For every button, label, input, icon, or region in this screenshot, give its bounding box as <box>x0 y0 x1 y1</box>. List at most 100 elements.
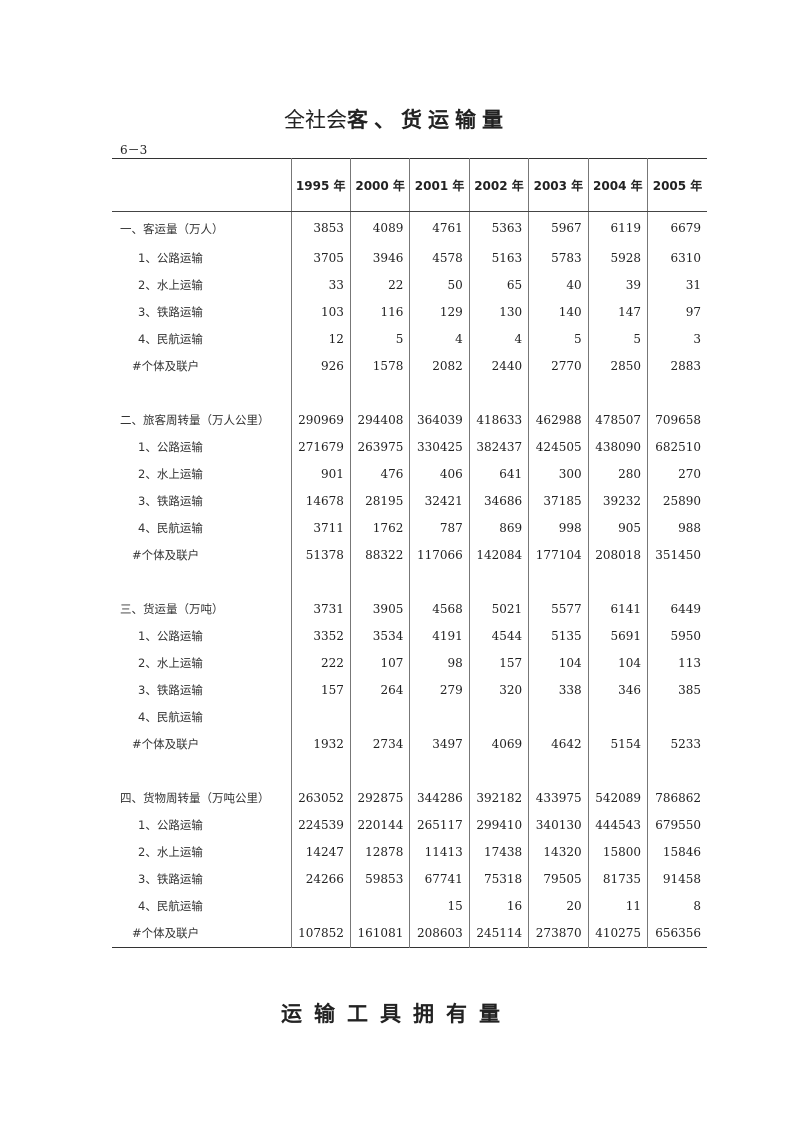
value-cell: 5 <box>528 325 589 353</box>
value-cell: 418633 <box>468 406 529 434</box>
value-cell: 5163 <box>468 244 529 272</box>
value-cell: 438090 <box>587 433 648 461</box>
value-cell: 265117 <box>409 811 470 839</box>
row-label: 4、民航运输 <box>138 710 203 724</box>
value-cell: 271679 <box>290 433 351 461</box>
value-cell: 6119 <box>587 211 648 245</box>
row-label: 1、公路运输 <box>138 818 203 832</box>
value-cell: 50 <box>409 271 470 299</box>
value-cell: 3731 <box>290 595 351 623</box>
value-cell: 81735 <box>587 865 648 893</box>
value-cell: 4578 <box>409 244 470 272</box>
table-row: 一、客运量（万人） 3853 4089 4761 5363 5967 6119 6679 <box>112 211 707 245</box>
value-cell: 787 <box>409 514 470 542</box>
value-cell: 300 <box>528 460 589 488</box>
row-label: 1、公路运输 <box>138 251 203 265</box>
spacer-row <box>112 379 707 407</box>
value-cell: 20 <box>528 892 589 920</box>
value-cell: 15800 <box>587 838 648 866</box>
table-row: 三、货运量（万吨） 3731 3905 4568 5021 5577 6141 6449 <box>112 595 707 623</box>
value-cell: 129 <box>409 298 470 326</box>
value-cell: 224539 <box>290 811 351 839</box>
table-row: 2、水上运输 901 476 406 641 300 280 270 <box>112 460 707 488</box>
row-label: 4、民航运输 <box>138 899 203 913</box>
row-label: 二、旅客周转量（万人公里） <box>120 413 270 427</box>
table-number: 6－3 <box>120 143 148 157</box>
value-cell: 1762 <box>349 514 410 542</box>
value-cell: 34686 <box>468 487 529 515</box>
value-cell: 3705 <box>290 244 351 272</box>
empty-cell <box>409 379 470 407</box>
row-label: 1、公路运输 <box>138 440 203 454</box>
value-cell: 478507 <box>587 406 648 434</box>
value-cell: 2770 <box>528 352 589 380</box>
value-cell: 1578 <box>349 352 410 380</box>
value-cell: 340130 <box>528 811 589 839</box>
title-part1: 全社会 <box>284 108 347 132</box>
value-cell: 5 <box>587 325 648 353</box>
table-row: 2、水上运输 14247 12878 11413 17438 14320 15800 1584… <box>112 838 707 866</box>
value-cell: 113 <box>647 649 707 677</box>
value-cell: 32421 <box>409 487 470 515</box>
value-cell: 264 <box>349 676 410 704</box>
value-cell: 6141 <box>587 595 648 623</box>
empty-cell <box>349 568 410 596</box>
value-cell: 6679 <box>647 211 707 245</box>
value-cell: 14320 <box>528 838 589 866</box>
value-cell: 2850 <box>587 352 648 380</box>
table-row: #个体及联户 51378 88322 117066 142084 177104 208018… <box>112 541 707 569</box>
value-cell: 11413 <box>409 838 470 866</box>
value-cell: 905 <box>587 514 648 542</box>
section-title: 运输工具拥有量 <box>281 1002 512 1026</box>
value-cell: 364039 <box>409 406 470 434</box>
empty-cell <box>409 757 470 785</box>
value-cell <box>349 892 410 920</box>
value-cell: 17438 <box>468 838 529 866</box>
value-cell: 3 <box>647 325 707 353</box>
value-cell: 656356 <box>647 919 707 947</box>
header-row: 1995 年 2000 年 2001 年 2002 年 2003 年 2004 年 2005… <box>112 158 707 212</box>
value-cell: 4191 <box>409 622 470 650</box>
value-cell: 3711 <box>290 514 351 542</box>
value-cell: 2440 <box>468 352 529 380</box>
value-cell: 75318 <box>468 865 529 893</box>
value-cell: 4642 <box>528 730 589 758</box>
transport-volume-table: 1995 年 2000 年 2001 年 2002 年 2003 年 2004 年 2005… <box>112 158 707 948</box>
value-cell: 65 <box>468 271 529 299</box>
value-cell: 385 <box>647 676 707 704</box>
empty-cell <box>647 379 707 407</box>
value-cell: 424505 <box>528 433 589 461</box>
value-cell: 5783 <box>528 244 589 272</box>
value-cell: 4 <box>468 325 529 353</box>
value-cell: 679550 <box>647 811 707 839</box>
value-cell: 16 <box>468 892 529 920</box>
value-cell: 462988 <box>528 406 589 434</box>
value-cell: 926 <box>290 352 351 380</box>
value-cell: 263975 <box>349 433 410 461</box>
value-cell: 33 <box>290 271 351 299</box>
row-label: #个体及联户 <box>132 737 200 751</box>
value-cell: 3853 <box>290 211 351 245</box>
value-cell: 5577 <box>528 595 589 623</box>
value-cell: 14247 <box>290 838 351 866</box>
table-row: 1、公路运输 224539 220144 265117 299410 340130 4445… <box>112 811 707 839</box>
value-cell: 869 <box>468 514 529 542</box>
value-cell: 682510 <box>647 433 707 461</box>
value-cell: 998 <box>528 514 589 542</box>
value-cell: 107 <box>349 649 410 677</box>
value-cell: 177104 <box>528 541 589 569</box>
table-row: 1、公路运输 3705 3946 4578 5163 5783 5928 6310 <box>112 244 707 272</box>
value-cell: 5691 <box>587 622 648 650</box>
value-cell: 130 <box>468 298 529 326</box>
value-cell: 290969 <box>290 406 351 434</box>
column-header: 2004 年 <box>587 158 648 212</box>
value-cell: 220144 <box>349 811 410 839</box>
value-cell: 28195 <box>349 487 410 515</box>
value-cell <box>587 703 648 731</box>
value-cell: 1932 <box>290 730 351 758</box>
value-cell: 273870 <box>528 919 589 947</box>
value-cell: 346 <box>587 676 648 704</box>
value-cell <box>290 892 351 920</box>
empty-cell <box>647 757 707 785</box>
table-row: 2、水上运输 222 107 98 157 104 104 113 <box>112 649 707 677</box>
